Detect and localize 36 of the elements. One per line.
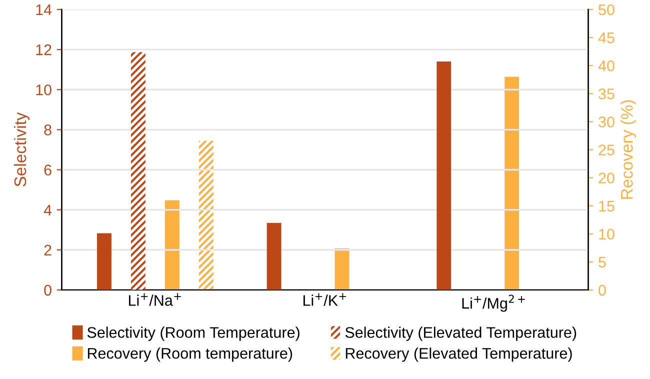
y-tick-label: 10 <box>36 84 52 96</box>
y2-tick-label: 50 <box>598 4 614 16</box>
y2-tick-label: 10 <box>599 228 614 240</box>
bar <box>164 200 180 290</box>
bar <box>504 76 520 290</box>
y-tick-label: 4 <box>44 204 52 216</box>
y2-tick-label: 0 <box>598 284 606 296</box>
y2-tick-label: 20 <box>598 172 614 184</box>
legend-label: Selectivity (Room Temperature) <box>87 326 300 341</box>
bar <box>436 62 452 290</box>
y-tick-label: 2 <box>44 244 52 256</box>
y2-axis-title: Recovery (%) <box>620 100 636 199</box>
bar <box>130 52 146 290</box>
bar <box>266 222 282 290</box>
x-tick-label: Li$^{+}$/Na$^{+}$ <box>128 293 181 306</box>
y-tick-label: 8 <box>44 124 52 136</box>
y-tick-label: 0 <box>44 284 52 296</box>
legend-label: Recovery (Room temperature) <box>88 348 292 362</box>
y-axis-title: Selectivity <box>14 112 30 186</box>
y-tick-label: 12 <box>36 44 52 56</box>
y2-tick-label: 5 <box>598 256 606 268</box>
y2-tick-label: 40 <box>598 60 614 72</box>
x-tick-label: Li$^{+}$/Mg$^{2+}$ <box>462 294 525 312</box>
y2-tick-label: 30 <box>598 116 614 128</box>
legend-label: Recovery (Elevated Temperature) <box>346 348 572 362</box>
y-tick-label: 6 <box>44 164 52 176</box>
bar <box>96 233 112 290</box>
bar <box>198 140 214 290</box>
y-tick-label: 14 <box>36 4 52 16</box>
legend-label: Selectivity (Elevated Temperature) <box>345 326 576 341</box>
bar <box>334 248 350 290</box>
y2-tick-label: 15 <box>599 200 614 212</box>
y2-tick-label: 45 <box>598 32 614 44</box>
x-tick-label: Li$^{+}$/K$^{+}$ <box>303 293 346 306</box>
y2-tick-label: 35 <box>598 88 614 100</box>
y2-tick-label: 25 <box>598 144 614 156</box>
